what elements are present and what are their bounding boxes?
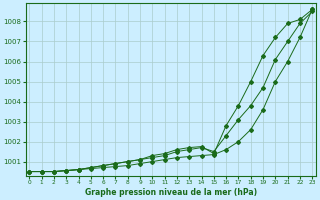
- X-axis label: Graphe pression niveau de la mer (hPa): Graphe pression niveau de la mer (hPa): [85, 188, 257, 197]
